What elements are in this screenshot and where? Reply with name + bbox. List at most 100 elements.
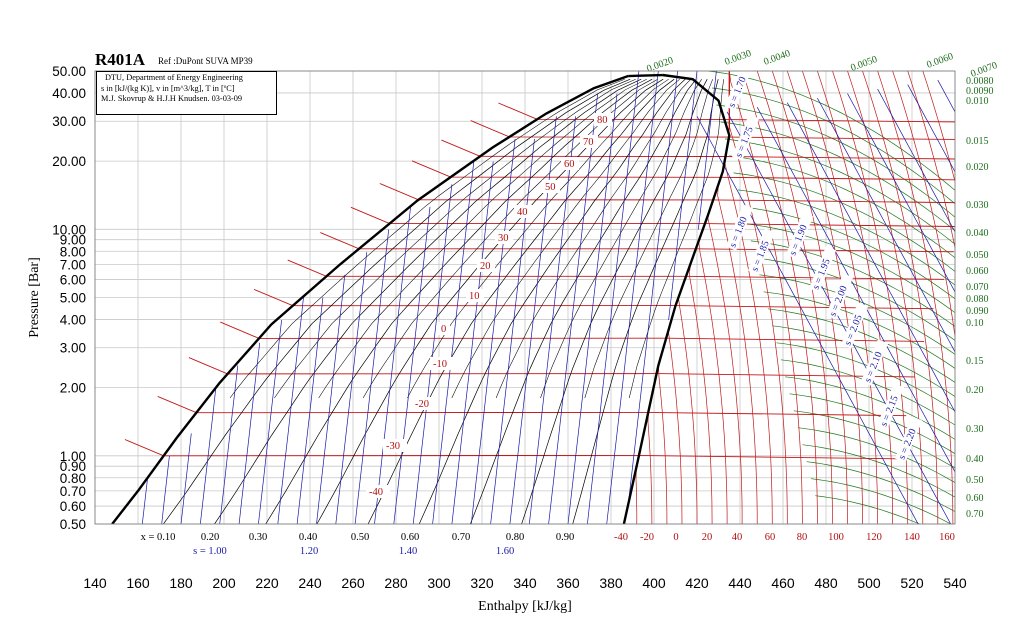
entropy-vapor-label-bg <box>860 339 889 386</box>
entropy-dome-line <box>412 184 453 524</box>
isotherm-vapor-line <box>862 71 939 524</box>
isotherm-label-bg <box>477 259 495 272</box>
x-tick-label: 340 <box>513 575 537 591</box>
isotherm-label-bg <box>561 157 579 170</box>
volume-right-label: 0.10 <box>966 318 984 329</box>
entropy-vapor-label-bg <box>731 114 760 161</box>
isochore-line <box>720 121 955 232</box>
entropy-vapor-label: s = 2.15 <box>879 394 901 428</box>
x-tick-label: 320 <box>470 575 494 591</box>
volume-top-label: 0.0040 <box>762 48 792 68</box>
y-tick-label: 0.50 <box>60 517 86 532</box>
entropy-dome-line <box>258 320 282 524</box>
entropy-vapor-label-bg <box>876 383 905 430</box>
x-tick-label: 540 <box>943 575 967 591</box>
temperature-bottom-label: 80 <box>797 532 808 543</box>
y-tick-label: 0.90 <box>60 459 86 474</box>
volume-right-label: 0.40 <box>966 454 984 465</box>
entropy-vapor-label-group: s = 2.05 <box>840 302 869 349</box>
temperature-bottom-label: 60 <box>765 532 776 543</box>
isotherm-label-bg <box>495 231 513 244</box>
isotherm-vapor-line <box>756 71 833 524</box>
isochore-line <box>733 172 955 272</box>
x-tick-label: 140 <box>83 575 107 591</box>
x-tick-label: 260 <box>341 575 365 591</box>
y-tick-label: 50.00 <box>52 64 86 79</box>
quality-label: 0.70 <box>452 532 470 543</box>
volume-right-label: 0.0090 <box>966 86 994 97</box>
entropy-bottom-label: 1.20 <box>300 546 318 557</box>
y-tick-label: 3.00 <box>60 341 86 356</box>
grid <box>94 70 956 525</box>
y-tick-label: 10.00 <box>52 222 86 237</box>
entropy-bottom-label: 1.60 <box>496 546 514 557</box>
entropy-vapor-label: s = 1.95 <box>811 257 833 291</box>
isochore-line <box>763 291 955 369</box>
volume-right-label: 0.30 <box>966 424 984 435</box>
isotherm-vapor-line <box>907 71 955 250</box>
quality-line <box>540 79 702 399</box>
chart-subtitle: Ref :DuPont SUVA MP39 <box>158 56 253 66</box>
isotherm-vapor-line <box>922 71 955 183</box>
isotherm-vapor-line <box>847 71 924 524</box>
info-line-2: s in [kJ/(kg K)], v in [m^3/kg], T in [º… <box>101 83 235 93</box>
quality-line <box>521 79 708 524</box>
x-tick-label: 280 <box>384 575 408 591</box>
entropy-dome-line <box>141 478 148 524</box>
entropy-vapor-label-bg <box>724 64 753 111</box>
isochore-line <box>707 71 955 191</box>
x-tick-label: 160 <box>126 575 150 591</box>
entropy-vapor-line <box>847 93 955 293</box>
y-tick-label: 5.00 <box>60 291 86 306</box>
isotherm-label-bg <box>542 180 560 193</box>
volume-right-label: 0.50 <box>966 475 984 486</box>
quality-line <box>628 79 724 399</box>
x-tick-label: 240 <box>298 575 322 591</box>
temperature-bottom-label: 20 <box>702 532 713 543</box>
entropy-dome-line <box>393 206 431 524</box>
entropy-dome-line <box>432 161 475 524</box>
isotherm-label-bg <box>594 113 612 126</box>
quality-label: 0.60 <box>401 532 419 543</box>
entropy-dome-line <box>296 297 324 524</box>
x-tick-label: 420 <box>685 575 709 591</box>
isotherm-vapor-line <box>802 71 878 524</box>
entropy-dome-line <box>451 161 494 524</box>
quality-label: 0.40 <box>299 532 317 543</box>
entropy-bottom-label: s = 1.00 <box>193 546 227 557</box>
entropy-vapor-label-bg <box>785 212 814 259</box>
isochore-line <box>815 495 921 524</box>
quality-line <box>318 78 647 399</box>
y-tick-label: 40.00 <box>52 86 86 101</box>
y-tick-label: 8.00 <box>60 244 86 259</box>
quality-line <box>572 79 719 524</box>
isotherm-label: 80 <box>597 115 608 126</box>
quality-line <box>316 78 664 524</box>
quality-line <box>214 78 642 524</box>
x-tick-label: 480 <box>814 575 838 591</box>
isochore-line <box>737 189 955 286</box>
x-tick-label: 500 <box>857 575 881 591</box>
isotherm-label: 50 <box>545 182 556 193</box>
isotherm-label-bg <box>383 439 407 452</box>
entropy-dome-line <box>219 365 239 524</box>
isochore-line <box>716 104 955 218</box>
entropy-dome-line <box>470 138 516 524</box>
entropy-vapor-line <box>726 111 952 524</box>
entropy-dome-line <box>606 71 659 524</box>
entropy-dome-line <box>490 138 535 524</box>
quality-label: 0.30 <box>249 532 267 543</box>
x-tick-label: 520 <box>900 575 924 591</box>
y-tick-label: 9.00 <box>60 233 86 248</box>
x-tick-label: 200 <box>212 575 236 591</box>
entropy-vapor-label: s = 1.70 <box>727 75 749 109</box>
y-tick-label: 0.70 <box>60 484 86 499</box>
y-tick-label: 6.00 <box>60 273 86 288</box>
isochore-line <box>793 410 955 469</box>
isotherm-vapor-line <box>892 71 955 339</box>
volume-right-label: 0.030 <box>966 200 989 211</box>
axes: 140 160 180 200 220 240 260 280 300 320 340 360 380 4… <box>27 64 967 614</box>
entropy-vapor-line <box>907 84 955 173</box>
entropy-vapor-label: s = 1.80 <box>728 215 750 249</box>
